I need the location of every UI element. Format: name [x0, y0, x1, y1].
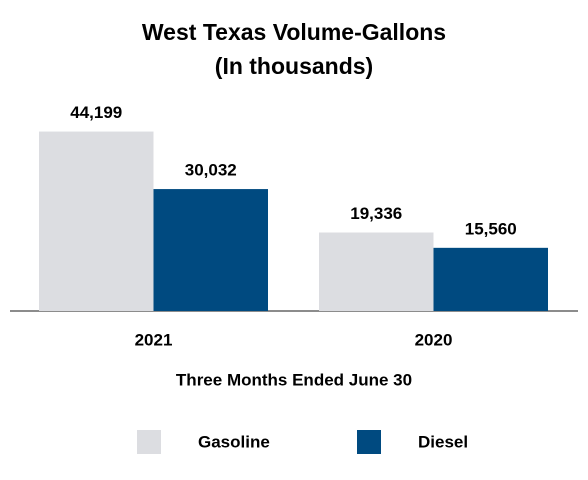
bar [433, 247, 548, 311]
bar [319, 232, 434, 311]
x-tick-label: 2021 [135, 330, 173, 349]
x-axis-label: Three Months Ended June 30 [176, 370, 412, 389]
legend-swatch [357, 430, 381, 454]
chart-subtitle: (In thousands) [215, 53, 373, 79]
value-label: 15,560 [465, 219, 517, 238]
chart-title: West Texas Volume-Gallons [142, 19, 446, 45]
x-tick-label: 2020 [415, 330, 453, 349]
legend-label: Gasoline [198, 432, 270, 451]
bar [39, 131, 154, 311]
legend-swatch [137, 430, 161, 454]
bar [153, 189, 268, 311]
legend-label: Diesel [418, 432, 468, 451]
value-label: 44,199 [70, 103, 122, 122]
value-label: 30,032 [185, 161, 237, 180]
value-label: 19,336 [350, 204, 402, 223]
